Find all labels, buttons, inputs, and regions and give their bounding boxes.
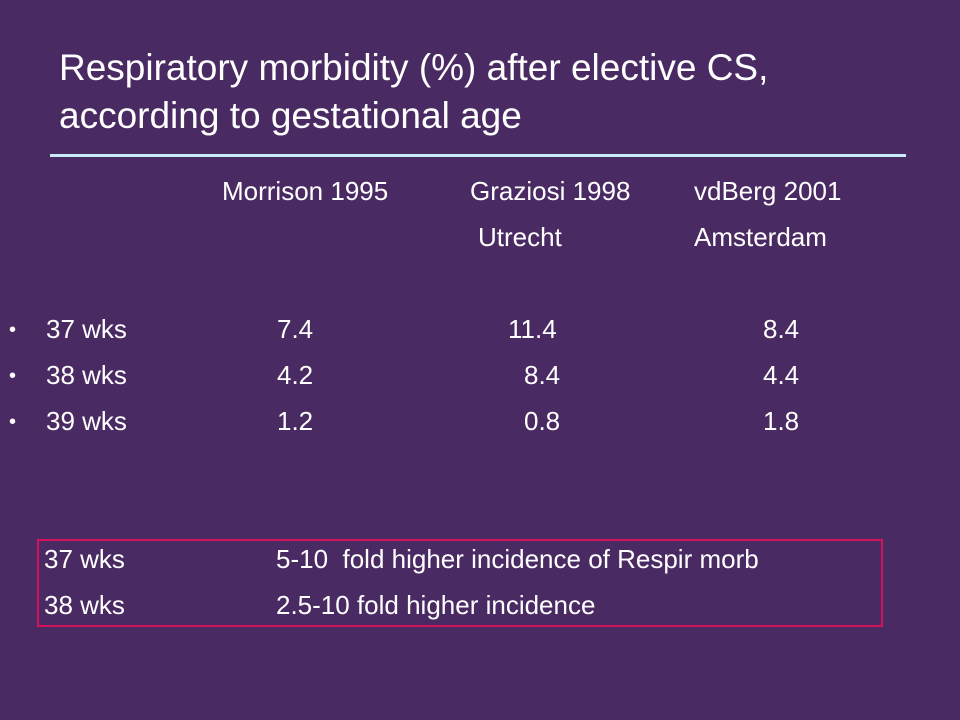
row-39wks-graziosi-value: 0.8 bbox=[524, 406, 561, 436]
row-39wks-morrison-value: 1.2 bbox=[277, 406, 314, 436]
row-38wks-morrison-value: 4.2 bbox=[277, 360, 314, 390]
summary-label-37wks: 37 wks bbox=[44, 544, 125, 574]
summary-label-38wks: 38 wks bbox=[44, 590, 125, 620]
column-subheader-amsterdam: Amsterdam bbox=[694, 222, 827, 252]
bullet-icon: • bbox=[9, 319, 17, 341]
slide-title-line-2: according to gestational age bbox=[59, 95, 522, 136]
slide-title: Respiratory morbidity (%) after elective… bbox=[59, 44, 919, 140]
row-38wks-graziosi-value: 8.4 bbox=[524, 360, 561, 390]
summary-text-37wks: 5-10 fold higher incidence of Respir mor… bbox=[276, 544, 759, 574]
row-label-39wks: 39 wks bbox=[46, 406, 127, 436]
bullet-icon: • bbox=[9, 365, 17, 387]
column-header-morrison: Morrison 1995 bbox=[222, 176, 389, 206]
row-39wks-vdberg-value: 1.8 bbox=[763, 406, 800, 436]
column-header-vdberg: vdBerg 2001 bbox=[694, 176, 842, 206]
row-label-37wks: 37 wks bbox=[46, 314, 127, 344]
summary-text-38wks: 2.5-10 fold higher incidence bbox=[276, 590, 596, 620]
row-37wks-morrison-value: 7.4 bbox=[277, 314, 314, 344]
row-label-38wks: 38 wks bbox=[46, 360, 127, 390]
slide-title-line-1: Respiratory morbidity (%) after elective… bbox=[59, 47, 769, 88]
title-divider bbox=[50, 154, 906, 157]
row-37wks-vdberg-value: 8.4 bbox=[763, 314, 800, 344]
row-38wks-vdberg-value: 4.4 bbox=[763, 360, 800, 390]
column-header-graziosi: Graziosi 1998 bbox=[470, 176, 631, 206]
bullet-icon: • bbox=[9, 411, 17, 433]
column-subheader-utrecht: Utrecht bbox=[478, 222, 562, 252]
summary-box bbox=[37, 539, 883, 627]
row-37wks-graziosi-value: 11.4 bbox=[508, 314, 557, 344]
